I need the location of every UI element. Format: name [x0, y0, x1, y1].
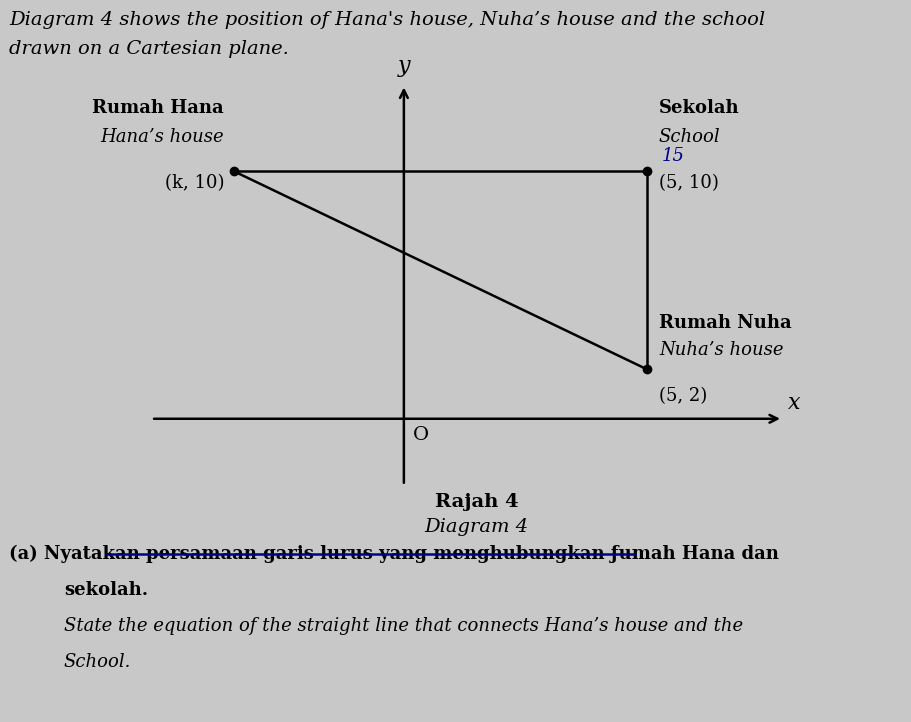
- Text: State the equation of the straight line that connects Hana’s house and the: State the equation of the straight line …: [64, 617, 742, 635]
- Text: Diagram 4 shows the position of Hana's house, Nuha’s house and the school: Diagram 4 shows the position of Hana's h…: [9, 11, 765, 29]
- Text: Rumah Nuha: Rumah Nuha: [659, 314, 792, 332]
- Text: O: O: [413, 426, 429, 444]
- Text: (5, 10): (5, 10): [659, 174, 719, 192]
- Text: (a) Nyatakan persamaan garis lurus yang menghubungkan ƒumah Hana dan: (a) Nyatakan persamaan garis lurus yang …: [9, 545, 779, 563]
- Text: Nuha’s house: Nuha’s house: [659, 342, 783, 360]
- Text: 15: 15: [661, 147, 684, 165]
- Text: School: School: [659, 129, 721, 147]
- Text: sekolah.: sekolah.: [64, 581, 148, 599]
- Text: x: x: [788, 392, 800, 414]
- Text: (k, 10): (k, 10): [165, 174, 224, 192]
- Text: Hana’s house: Hana’s house: [100, 129, 224, 147]
- Text: y: y: [397, 55, 410, 77]
- Text: School.: School.: [64, 653, 131, 671]
- Text: Sekolah: Sekolah: [659, 99, 740, 117]
- Text: (5, 2): (5, 2): [659, 386, 707, 404]
- Text: Rajah 4: Rajah 4: [435, 493, 518, 511]
- Text: Rumah Hana: Rumah Hana: [93, 99, 224, 117]
- Text: Diagram 4: Diagram 4: [425, 518, 528, 536]
- Text: drawn on a Cartesian plane.: drawn on a Cartesian plane.: [9, 40, 289, 58]
